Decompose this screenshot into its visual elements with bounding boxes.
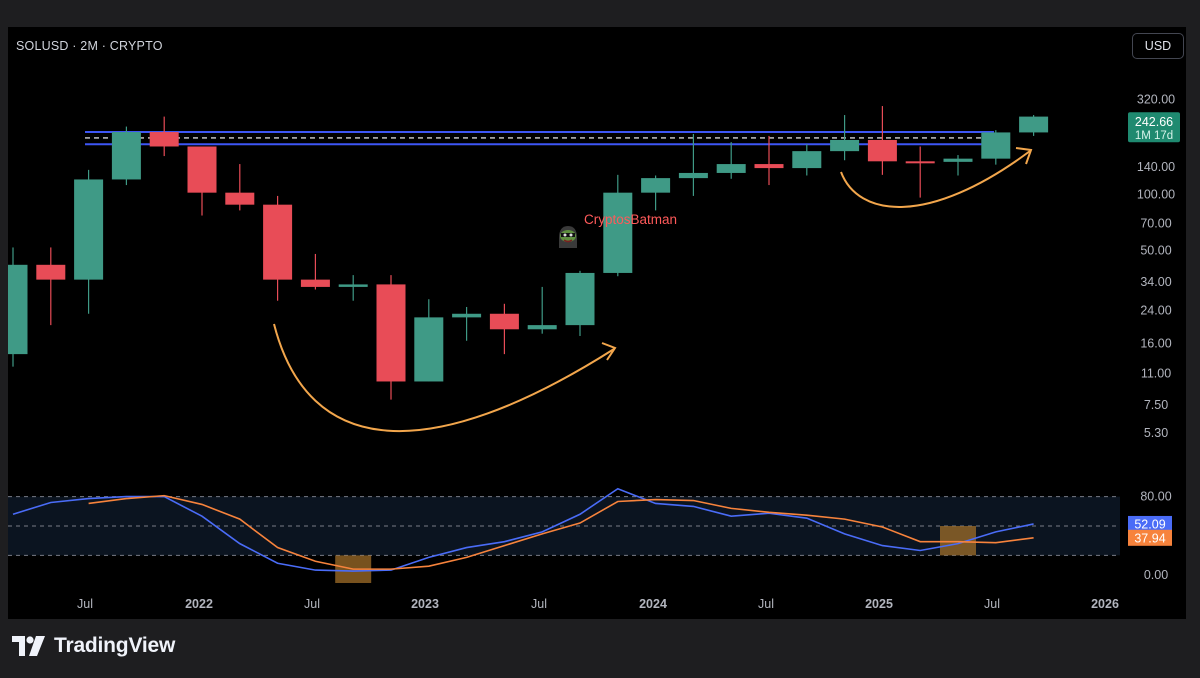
last-price-label: 242.66 xyxy=(1135,115,1173,129)
annotation-arrow-right-head xyxy=(1015,147,1033,165)
price-tick-label: 140.00 xyxy=(1137,160,1175,174)
candle-body xyxy=(489,313,519,330)
time-tick-label: Jul xyxy=(758,597,774,611)
tradingview-logo-icon xyxy=(12,636,45,656)
oscillator-rsi-tag xyxy=(1128,515,1172,532)
price-tick-label: 7.50 xyxy=(1144,398,1168,412)
price-tick-label: 70.00 xyxy=(1140,216,1171,230)
candle-body xyxy=(187,146,217,193)
last-price-countdown: 1M 17d xyxy=(1135,130,1173,142)
candle-body xyxy=(414,317,444,382)
candle-body xyxy=(981,132,1011,159)
oscillator-signal-value: 37.94 xyxy=(1134,531,1165,545)
candle-body xyxy=(716,164,746,173)
price-tick-label: 100.00 xyxy=(1137,187,1175,201)
price-tick-label: 5.30 xyxy=(1144,426,1168,440)
watermark-avatar-icon xyxy=(556,222,580,253)
candle-body xyxy=(565,272,595,326)
oscillator-signal-line xyxy=(88,494,1034,570)
candle-body xyxy=(36,264,66,280)
oscillator-rsi-value: 52.09 xyxy=(1134,517,1165,531)
chart-canvas[interactable]: 320.00 140.00 100.00 70.00 50.00 34.00 24.00 16… xyxy=(8,27,1186,619)
price-tick-label: 50.00 xyxy=(1140,244,1171,258)
candle-body xyxy=(300,279,330,287)
candle-body xyxy=(678,172,708,179)
candle-body xyxy=(338,284,368,287)
watermark-label: CryptosBatman xyxy=(584,212,678,227)
time-tick-label: 2026 xyxy=(1091,597,1119,611)
candle-body xyxy=(263,204,293,280)
candle-body xyxy=(452,313,482,318)
candle-body xyxy=(867,139,897,162)
time-tick-label: Jul xyxy=(77,597,93,611)
oscillator-tick-label: 0.00 xyxy=(1144,568,1168,582)
candle-body xyxy=(754,164,784,169)
candle-body xyxy=(830,139,860,152)
time-tick-label: 2024 xyxy=(639,597,667,611)
time-tick-label: Jul xyxy=(531,597,547,611)
oscillator-tick-label: 80.00 xyxy=(1140,490,1171,504)
candle-body xyxy=(792,151,822,169)
candle-body xyxy=(149,132,179,147)
tradingview-logo[interactable]: TradingView xyxy=(12,634,175,658)
time-tick-label: 2022 xyxy=(185,597,213,611)
currency-button[interactable]: USD xyxy=(1132,33,1184,59)
candle-body xyxy=(376,284,406,382)
candle-body xyxy=(111,132,141,180)
chart-panel[interactable]: 320.00 140.00 100.00 70.00 50.00 34.00 24.00 16… xyxy=(8,27,1186,619)
price-tick-label: 34.00 xyxy=(1140,275,1171,289)
candle-body xyxy=(943,158,973,162)
candle-body xyxy=(641,178,671,193)
oscillator-signal-tag xyxy=(1128,529,1172,546)
oscillator-rsi-line xyxy=(12,487,1034,572)
tradingview-wordmark: TradingView xyxy=(54,634,176,657)
price-tick-label: 16.00 xyxy=(1140,336,1171,350)
oscillator-highlight-zone xyxy=(940,526,976,556)
time-tick-label: 2025 xyxy=(865,597,893,611)
candle-body xyxy=(225,192,255,205)
candle-body xyxy=(8,264,28,355)
time-tick-label: 2023 xyxy=(411,597,439,611)
price-tick-label: 24.00 xyxy=(1140,303,1171,317)
annotation-arrow-left-head xyxy=(601,342,617,361)
time-tick-label: Jul xyxy=(304,597,320,611)
candle-body xyxy=(527,325,557,330)
symbol-title: SOLUSD · 2M · CRYPTO xyxy=(16,39,163,53)
annotation-arrow-right xyxy=(840,150,1031,208)
candle-body xyxy=(74,179,104,280)
last-price-tag xyxy=(1128,112,1180,143)
price-tick-label: 11.00 xyxy=(1141,367,1171,381)
annotation-arrow-left xyxy=(273,323,615,433)
price-tick-label: 320.00 xyxy=(1137,93,1175,107)
candle-body xyxy=(905,161,935,164)
candle-body xyxy=(603,192,633,273)
candle-body xyxy=(1019,116,1049,133)
time-tick-label: Jul xyxy=(984,597,1000,611)
